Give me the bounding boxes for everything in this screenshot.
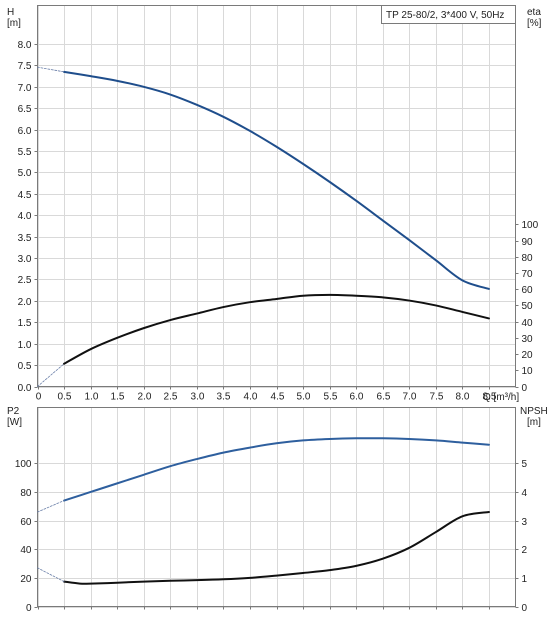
lower-right-tick-label: 3 [522, 517, 528, 528]
lower-left-tick-label: 40 [20, 545, 32, 556]
lower-series-npsh-extrapolated [37, 567, 65, 582]
upper-left-tick-label: 1.0 [18, 340, 32, 351]
upper-left-tick-label: 2.5 [18, 275, 32, 286]
upper-right-tick-label: 40 [522, 318, 534, 329]
upper-right-tick-label: 20 [522, 350, 534, 361]
upper-left-tick-label: 7.0 [18, 83, 32, 94]
x-tick-label: 0 [36, 392, 42, 403]
upper-right-tick-label: 90 [522, 237, 534, 248]
upper-left-tick-label: 1.5 [18, 318, 32, 329]
upper-curves [37, 66, 490, 387]
upper-left-tick-label: 3.0 [18, 254, 32, 265]
upper-series-eta [63, 293, 490, 365]
upper-left-tick-label: 4.0 [18, 211, 32, 222]
lower-panel-frame [37, 407, 516, 607]
lower-curves [37, 437, 490, 585]
lower-left-tick-label: 60 [20, 517, 32, 528]
upper-right-tick-label: 80 [522, 253, 534, 264]
lower-right-tick-label: 4 [522, 488, 528, 499]
x-tick-label: 1.5 [111, 392, 125, 403]
lower-series-p2-extrapolated [37, 500, 65, 513]
upper-right-tick-label: 10 [522, 366, 534, 377]
upper-right-axis-label-line1: eta [527, 7, 541, 18]
upper-series-eta-extrapolated [37, 363, 65, 387]
lower-left-tick-label: 80 [20, 488, 32, 499]
lower-left-tick-label: 100 [15, 459, 32, 470]
chart-title: TP 25-80/2, 3*400 V, 50Hz [386, 10, 504, 21]
upper-left-axis-label-line1: H [7, 7, 14, 18]
upper-left-tick-label: 5.5 [18, 147, 32, 158]
x-tick-label: 8.5 [483, 392, 497, 403]
upper-left-tick-label: 2.0 [18, 297, 32, 308]
lower-left-axis-label-line2: [W] [7, 417, 22, 428]
upper-right-tick-label: 30 [522, 334, 534, 345]
lower-right-tick-label: 1 [522, 574, 528, 585]
upper-right-tick-label: 0 [522, 383, 528, 394]
upper-right-tick-label: 60 [522, 285, 534, 296]
x-tick-label: 1.0 [85, 392, 99, 403]
upper-left-tick-label: 4.5 [18, 190, 32, 201]
upper-right-tick-label: 70 [522, 269, 534, 280]
title-box [381, 5, 516, 24]
upper-x-axis-label: Q [m³/h] [483, 392, 519, 403]
x-tick-label: 7.5 [430, 392, 444, 403]
lower-right-tick-label: 5 [522, 459, 528, 470]
upper-left-tick-label: 6.0 [18, 126, 32, 137]
upper-left-tick-label: 0.5 [18, 361, 32, 372]
upper-panel-frame [37, 5, 516, 387]
lower-right-axis-label-line2: [m] [527, 417, 541, 428]
upper-left-tick-label: 5.0 [18, 168, 32, 179]
x-tick-label: 6.0 [350, 392, 364, 403]
upper-left-axis-label-line2: [m] [7, 18, 21, 29]
upper-left-tick-label: 3.5 [18, 233, 32, 244]
upper-right-axis-label-line2: [%] [527, 18, 542, 29]
lower-series-p2 [63, 437, 490, 502]
upper-left-tick-label: 6.5 [18, 104, 32, 115]
upper-grid [37, 5, 516, 388]
upper-left-tick-label: 8.0 [18, 40, 32, 51]
x-tick-label: 2.0 [138, 392, 152, 403]
lower-grid [37, 407, 516, 608]
lower-right-axis-label-line1: NPSH [520, 406, 548, 417]
x-tick-label: 2.5 [164, 392, 178, 403]
lower-series-npsh [63, 511, 490, 585]
lower-left-axis-label-line1: P2 [7, 406, 20, 417]
upper-left-tick-label: 0.0 [18, 383, 32, 394]
lower-right-tick-label: 0 [522, 603, 528, 614]
x-tick-label: 6.5 [377, 392, 391, 403]
x-tick-label: 5.5 [324, 392, 338, 403]
x-tick-label: 5.0 [297, 392, 311, 403]
x-tick-label: 7.0 [403, 392, 417, 403]
upper-ticks: 0.0 0.5 1.0 1.5 2.0 2.5 3.0 3.5 4.0 4.5 5.0 5.5 6.0 6… [18, 40, 539, 403]
upper-series-h-extrapolated [37, 66, 65, 73]
lower-ticks: 0 20 40 60 80 100 0 1 2 3 4 5 [15, 459, 528, 614]
upper-right-tick-label: 100 [522, 220, 539, 231]
upper-left-tick-label: 7.5 [18, 61, 32, 72]
upper-right-tick-label: 50 [522, 301, 534, 312]
x-tick-label: 8.0 [456, 392, 470, 403]
lower-left-tick-label: 0 [26, 603, 32, 614]
lower-left-tick-label: 20 [20, 574, 32, 585]
upper-series-h [63, 70, 490, 290]
x-tick-label: 4.5 [271, 392, 285, 403]
x-tick-label: 3.0 [191, 392, 205, 403]
lower-right-tick-label: 2 [522, 545, 528, 556]
x-tick-label: 4.0 [244, 392, 258, 403]
x-tick-label: 0.5 [58, 392, 72, 403]
x-tick-label: 3.5 [217, 392, 231, 403]
